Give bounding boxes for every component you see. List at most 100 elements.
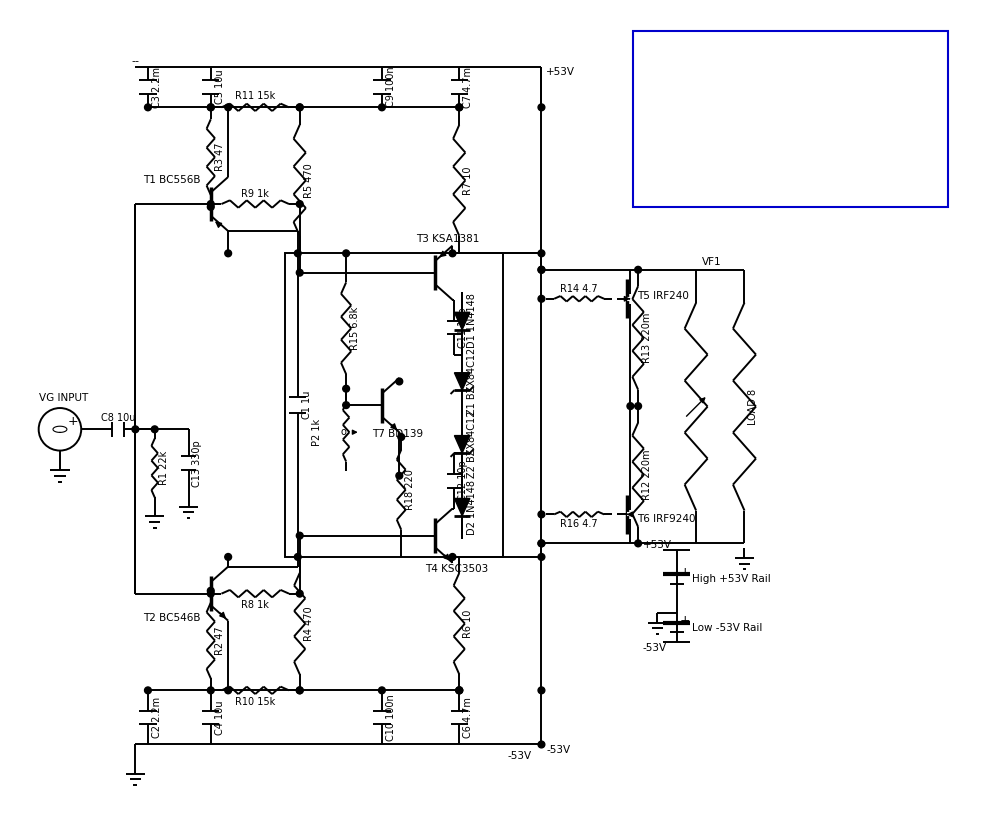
Text: o: o [341,427,347,437]
Text: +: + [679,566,690,579]
Circle shape [538,540,545,546]
Circle shape [396,472,403,479]
Circle shape [224,687,231,694]
Circle shape [635,540,641,546]
Circle shape [294,250,301,257]
Circle shape [296,687,303,694]
Circle shape [538,267,545,273]
Text: T5 IRF240: T5 IRF240 [638,291,689,301]
Circle shape [208,587,214,594]
Text: by xrk971: by xrk971 [641,74,708,88]
Text: +53V: +53V [642,541,672,551]
Text: R3 47: R3 47 [214,143,224,172]
Circle shape [398,434,404,440]
Text: R2 47: R2 47 [214,627,224,655]
Text: R7 10: R7 10 [463,166,473,195]
Text: +: + [68,415,78,428]
Circle shape [538,295,545,302]
Circle shape [208,200,214,208]
Polygon shape [455,436,470,453]
Circle shape [538,267,545,273]
Circle shape [343,385,350,392]
Circle shape [456,687,463,694]
Circle shape [456,687,463,694]
Text: C1 1u: C1 1u [302,391,312,420]
Text: C3 2.2m: C3 2.2m [152,66,162,107]
Circle shape [635,402,641,410]
Circle shape [449,554,456,560]
Circle shape [145,104,151,110]
Circle shape [294,554,301,560]
Text: R6 10: R6 10 [463,609,473,638]
Text: Z2 BZX84C12: Z2 BZX84C12 [467,411,477,478]
Circle shape [296,104,303,110]
Circle shape [538,554,545,560]
Circle shape [132,426,139,433]
Circle shape [224,104,231,110]
Text: R11 15k: R11 15k [235,91,275,101]
Circle shape [538,687,545,694]
Text: C12 10p: C12 10p [459,461,469,501]
Text: C5 10u: C5 10u [214,70,224,105]
Text: R10 15k: R10 15k [235,697,275,707]
Text: R12 220m: R12 220m [642,450,652,500]
Bar [285,254,502,557]
Text: Z1 BZX84C12: Z1 BZX84C12 [467,348,477,415]
Circle shape [538,250,545,257]
Polygon shape [455,312,470,330]
Circle shape [296,591,303,597]
Circle shape [224,250,231,257]
Text: T2 BC546B: T2 BC546B [143,613,201,622]
Text: C7 4.7m: C7 4.7m [463,66,473,107]
Circle shape [296,200,303,208]
Text: D2 1N4148: D2 1N4148 [467,479,477,535]
Text: R9 1k: R9 1k [241,189,269,200]
Polygon shape [455,498,470,516]
Circle shape [456,104,463,110]
Text: C8 10u: C8 10u [100,413,135,423]
Text: CFH7  v1.0: CFH7 v1.0 [641,42,714,55]
Text: T7 BD139: T7 BD139 [372,429,423,439]
Circle shape [538,540,545,546]
Circle shape [449,250,456,257]
Circle shape [296,104,303,110]
Text: -53V: -53V [546,745,570,755]
Text: R16 4.7: R16 4.7 [560,519,598,529]
Text: R5 470: R5 470 [304,163,314,198]
Text: D1 1N4148: D1 1N4148 [467,294,477,348]
Text: +: + [679,614,690,627]
Text: -53V: -53V [642,643,667,653]
Text: P2 1k: P2 1k [312,419,323,446]
Text: High +53V Rail: High +53V Rail [692,574,771,584]
Circle shape [208,591,214,597]
Text: --: -- [131,56,139,66]
Text: (Current Feedback Hexfet 7 actives): (Current Feedback Hexfet 7 actives) [641,58,882,71]
Circle shape [151,426,158,433]
Circle shape [208,104,214,110]
Circle shape [208,687,214,694]
Circle shape [224,554,231,560]
Circle shape [378,104,385,110]
Circle shape [396,378,403,384]
Text: R1 22k: R1 22k [159,451,169,485]
Text: VF1: VF1 [702,257,722,267]
Text: C6 4.7m: C6 4.7m [463,697,473,738]
Text: C2 2.2m: C2 2.2m [152,697,162,738]
Text: C10 100n: C10 100n [385,694,396,741]
Circle shape [145,687,151,694]
Text: C4 10u: C4 10u [214,700,224,735]
Circle shape [378,687,385,694]
Circle shape [538,741,545,748]
Circle shape [627,402,634,410]
Circle shape [208,104,214,110]
Circle shape [296,269,303,276]
Circle shape [456,687,463,694]
Text: July 28, 2016: July 28, 2016 [641,90,728,103]
Text: +53V: +53V [546,66,575,77]
Text: VG INPUT: VG INPUT [39,393,88,403]
Circle shape [296,687,303,694]
Polygon shape [455,373,470,390]
Text: R18 220: R18 220 [405,470,415,510]
Circle shape [538,511,545,518]
Text: R13 220m: R13 220m [642,312,652,363]
